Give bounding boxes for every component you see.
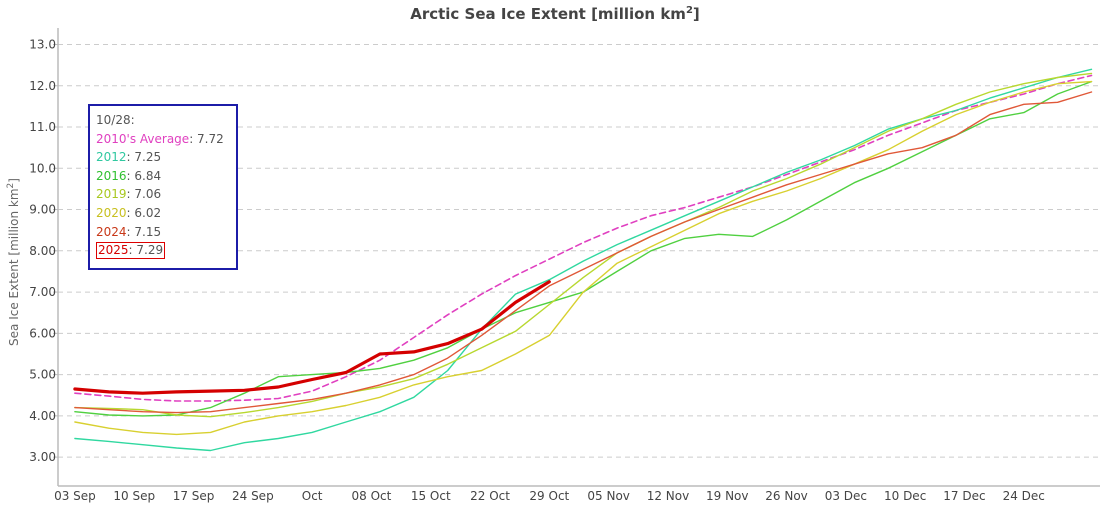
y-tick-label: 12.0: [29, 79, 56, 93]
x-tick-label: 26 Nov: [765, 489, 808, 503]
y-tick-label: 3.00: [29, 450, 56, 464]
legend-name: 2012: [96, 150, 127, 165]
x-tick-label: 10 Dec: [884, 489, 926, 503]
legend-item-2012: 2012: 7.25: [96, 148, 230, 167]
chart-title: Arctic Sea Ice Extent [million km2]: [410, 5, 700, 23]
series-line-2025: [73, 280, 551, 395]
legend-value: : 7.06: [126, 187, 162, 202]
legend-value: : 7.15: [126, 224, 162, 239]
legend-item-2019: 2019: 7.06: [96, 185, 230, 204]
series-line-2020: [74, 80, 1093, 436]
y-tick-label: 9.00: [29, 203, 56, 217]
legend-name: 2016: [96, 168, 127, 183]
legend-name: 2019: [96, 187, 127, 202]
legend-value: : 7.25: [126, 150, 162, 165]
y-tick-label: 4.00: [29, 409, 56, 423]
x-tick-label: 29 Oct: [529, 489, 569, 503]
series-line-2019: [74, 72, 1093, 418]
legend-date: 10/28:: [96, 113, 135, 127]
legend-value: : 7.29: [128, 243, 164, 258]
y-axis-label: Sea Ice Extent [million km2]: [6, 178, 21, 346]
x-tick-label: 17 Dec: [943, 489, 985, 503]
y-tick-label: 11.0: [29, 120, 56, 134]
legend-name: 2010's Average: [96, 131, 190, 146]
legend-item-2025: 2025: 7.29: [96, 241, 230, 260]
series-line-2010-s-average: [74, 74, 1093, 402]
y-tick-label: 13.0: [29, 38, 56, 52]
legend-value: : 7.72: [189, 131, 224, 146]
legend-name: 2024: [96, 224, 127, 239]
legend-item-2024: 2024: 7.15: [96, 223, 230, 242]
y-axis-ticks: 13.0 12.0 11.0 10.0 9.00 8.00 7.00 6.00 5.00 4.00…: [29, 38, 58, 464]
y-tick-label: 5.00: [29, 368, 56, 382]
x-axis-ticks: 03 Sep 10 Sep 17 Sep 24 Sep Oct 08 Oct 15 Oct 2…: [54, 489, 1045, 503]
x-tick-label: 22 Oct: [470, 489, 510, 503]
x-tick-label: 12 Nov: [647, 489, 690, 503]
legend-item-2016: 2016: 6.84: [96, 167, 230, 186]
legend-value: : 6.84: [126, 168, 162, 183]
y-tick-label: 8.00: [29, 244, 56, 258]
y-tick-label: 10.0: [29, 161, 56, 175]
y-tick-label: 7.00: [29, 285, 56, 299]
legend-name: 2025: [98, 243, 129, 258]
x-tick-label: 15 Oct: [411, 489, 451, 503]
x-tick-label: 03 Dec: [825, 489, 867, 503]
x-tick-label: 24 Dec: [1003, 489, 1045, 503]
x-tick-label: Oct: [302, 489, 323, 503]
legend-value: : 6.02: [126, 205, 162, 220]
x-tick-label: 05 Nov: [587, 489, 630, 503]
x-tick-label: 17 Sep: [173, 489, 215, 503]
legend-name: 2020: [96, 205, 127, 220]
legend-highlight-box: 2025: 7.29: [96, 242, 166, 260]
legend-box: 10/28: 2010's Average: 7.72 2012: 7.25 2…: [88, 104, 238, 270]
x-tick-label: 08 Oct: [352, 489, 392, 503]
legend-item-average: 2010's Average: 7.72: [96, 130, 230, 149]
legend-item-2020: 2020: 6.02: [96, 204, 230, 223]
x-tick-label: 19 Nov: [706, 489, 749, 503]
series-group: [73, 68, 1093, 452]
y-tick-label: 6.00: [29, 326, 56, 340]
x-tick-label: 24 Sep: [232, 489, 274, 503]
series-line-2024: [74, 91, 1093, 414]
x-tick-label: 10 Sep: [113, 489, 155, 503]
x-tick-label: 03 Sep: [54, 489, 96, 503]
